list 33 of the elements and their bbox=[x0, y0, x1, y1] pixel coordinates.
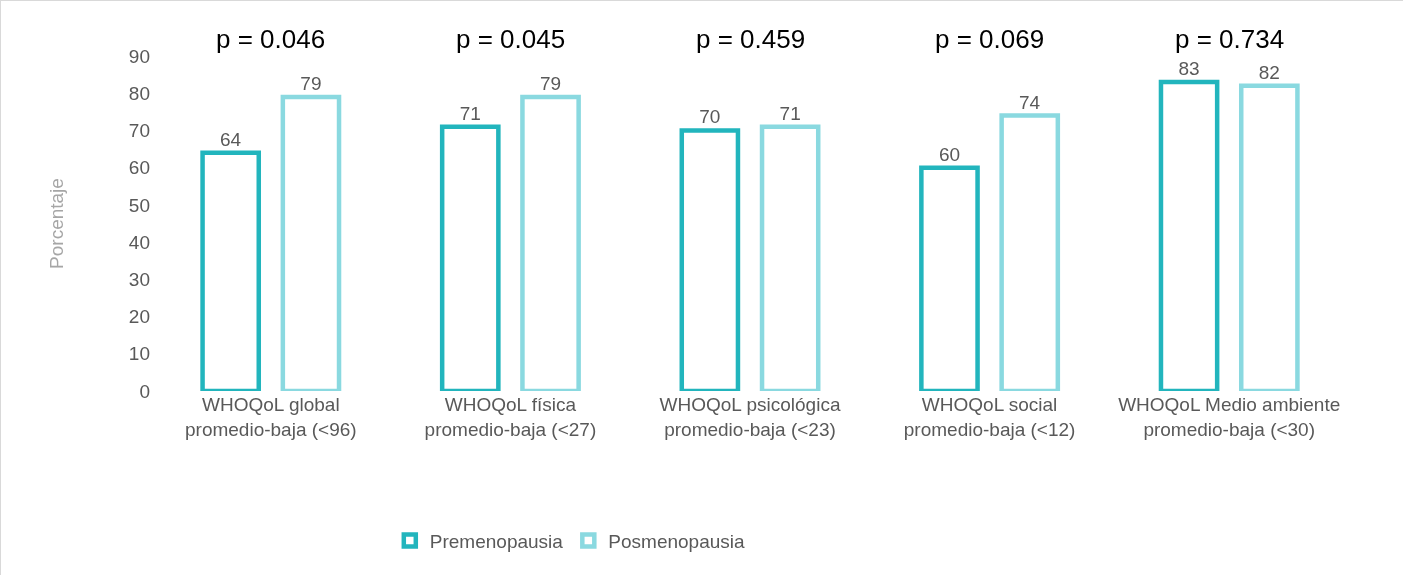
legend-label: Posmenopausia bbox=[608, 530, 746, 552]
data-label: 74 bbox=[1018, 91, 1041, 113]
data-label: 64 bbox=[219, 128, 242, 150]
x-tick-label: WHOQoL psicológica promedio-baja (<23) bbox=[659, 394, 841, 440]
x-tick-label: WHOQoL física promedio-baja (<27) bbox=[424, 394, 597, 440]
y-tick-label: 40 bbox=[128, 231, 150, 253]
text: p = 0.045 bbox=[456, 24, 566, 54]
y-tick-label: 0 bbox=[139, 380, 150, 402]
y-axis-title: Porcentaje bbox=[45, 178, 67, 269]
y-tick-label: 60 bbox=[128, 157, 150, 179]
legend-label: Premenopausia bbox=[429, 530, 564, 552]
text: p = 0.459 bbox=[696, 24, 806, 54]
data-label: 71 bbox=[779, 102, 801, 124]
data-label: 71 bbox=[459, 102, 481, 124]
x-tick-label: WHOQoL global promedio-baja (<96) bbox=[184, 394, 357, 440]
x-tick-label: WHOQoL social promedio-baja (<12) bbox=[903, 394, 1076, 440]
text: p = 0.734 bbox=[1175, 24, 1285, 54]
x-tick-label: WHOQoL Medio ambiente promedio-baja (<30) bbox=[1118, 394, 1341, 440]
y-tick-label: 50 bbox=[128, 194, 150, 216]
text: p = 0.069 bbox=[935, 24, 1045, 54]
data-label: 79 bbox=[539, 72, 562, 94]
y-tick-label: 80 bbox=[128, 82, 150, 104]
y-tick-label: 30 bbox=[128, 268, 150, 290]
y-tick-label: 90 bbox=[128, 45, 150, 67]
y-tick-label: 10 bbox=[128, 343, 150, 365]
text: p = 0.046 bbox=[216, 24, 326, 54]
data-label: 83 bbox=[1178, 58, 1200, 80]
y-tick-label: 20 bbox=[128, 306, 150, 328]
data-label: 60 bbox=[938, 143, 961, 165]
data-label: 70 bbox=[699, 106, 721, 128]
data-label: 79 bbox=[300, 72, 322, 94]
data-label: 82 bbox=[1258, 61, 1280, 83]
y-tick-label: 70 bbox=[128, 120, 150, 142]
